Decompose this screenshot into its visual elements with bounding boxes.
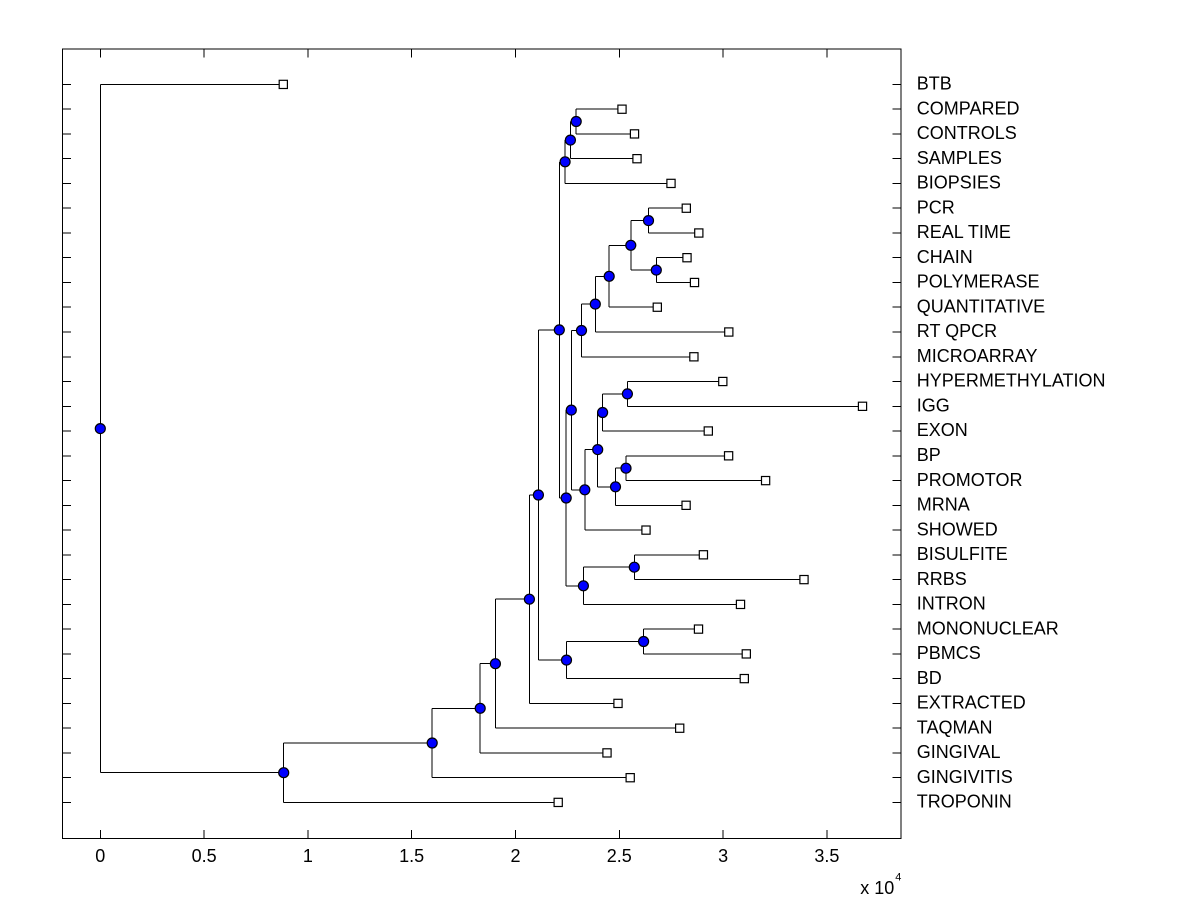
svg-text:3.5: 3.5 bbox=[814, 846, 839, 866]
svg-text:QUANTITATIVE: QUANTITATIVE bbox=[917, 296, 1045, 316]
svg-text:BD: BD bbox=[917, 668, 942, 688]
svg-text:x 10: x 10 bbox=[860, 878, 894, 898]
svg-text:IGG: IGG bbox=[917, 396, 950, 416]
svg-text:SHOWED: SHOWED bbox=[917, 519, 998, 539]
svg-text:BISULFITE: BISULFITE bbox=[917, 544, 1008, 564]
svg-text:2.5: 2.5 bbox=[607, 846, 632, 866]
svg-text:CHAIN: CHAIN bbox=[917, 247, 973, 267]
svg-text:1.5: 1.5 bbox=[399, 846, 424, 866]
svg-text:RT QPCR: RT QPCR bbox=[917, 321, 997, 341]
svg-text:2: 2 bbox=[510, 846, 520, 866]
svg-text:PBMCS: PBMCS bbox=[917, 643, 981, 663]
svg-text:INTRON: INTRON bbox=[917, 594, 986, 614]
svg-text:GINGIVITIS: GINGIVITIS bbox=[917, 767, 1013, 787]
svg-text:GINGIVAL: GINGIVAL bbox=[917, 742, 1001, 762]
svg-text:SAMPLES: SAMPLES bbox=[917, 148, 1002, 168]
svg-text:0.5: 0.5 bbox=[192, 846, 217, 866]
svg-text:PCR: PCR bbox=[917, 197, 955, 217]
svg-text:BIOPSIES: BIOPSIES bbox=[917, 173, 1001, 193]
svg-text:TROPONIN: TROPONIN bbox=[917, 792, 1012, 812]
svg-text:PROMOTOR: PROMOTOR bbox=[917, 470, 1023, 490]
svg-text:4: 4 bbox=[895, 872, 901, 884]
svg-text:MICROARRAY: MICROARRAY bbox=[917, 346, 1038, 366]
svg-text:REAL TIME: REAL TIME bbox=[917, 222, 1011, 242]
svg-text:EXTRACTED: EXTRACTED bbox=[917, 693, 1026, 713]
svg-text:TAQMAN: TAQMAN bbox=[917, 717, 993, 737]
svg-text:3: 3 bbox=[718, 846, 728, 866]
svg-text:MONONUCLEAR: MONONUCLEAR bbox=[917, 618, 1059, 638]
svg-text:HYPERMETHYLATION: HYPERMETHYLATION bbox=[917, 371, 1106, 391]
svg-text:CONTROLS: CONTROLS bbox=[917, 123, 1017, 143]
svg-text:BP: BP bbox=[917, 445, 941, 465]
svg-text:0: 0 bbox=[95, 846, 105, 866]
svg-text:MRNA: MRNA bbox=[917, 495, 970, 515]
svg-text:BTB: BTB bbox=[917, 74, 952, 94]
svg-text:RRBS: RRBS bbox=[917, 569, 967, 589]
svg-text:1: 1 bbox=[303, 846, 313, 866]
svg-text:COMPARED: COMPARED bbox=[917, 98, 1020, 118]
svg-text:POLYMERASE: POLYMERASE bbox=[917, 272, 1040, 292]
svg-text:EXON: EXON bbox=[917, 420, 968, 440]
